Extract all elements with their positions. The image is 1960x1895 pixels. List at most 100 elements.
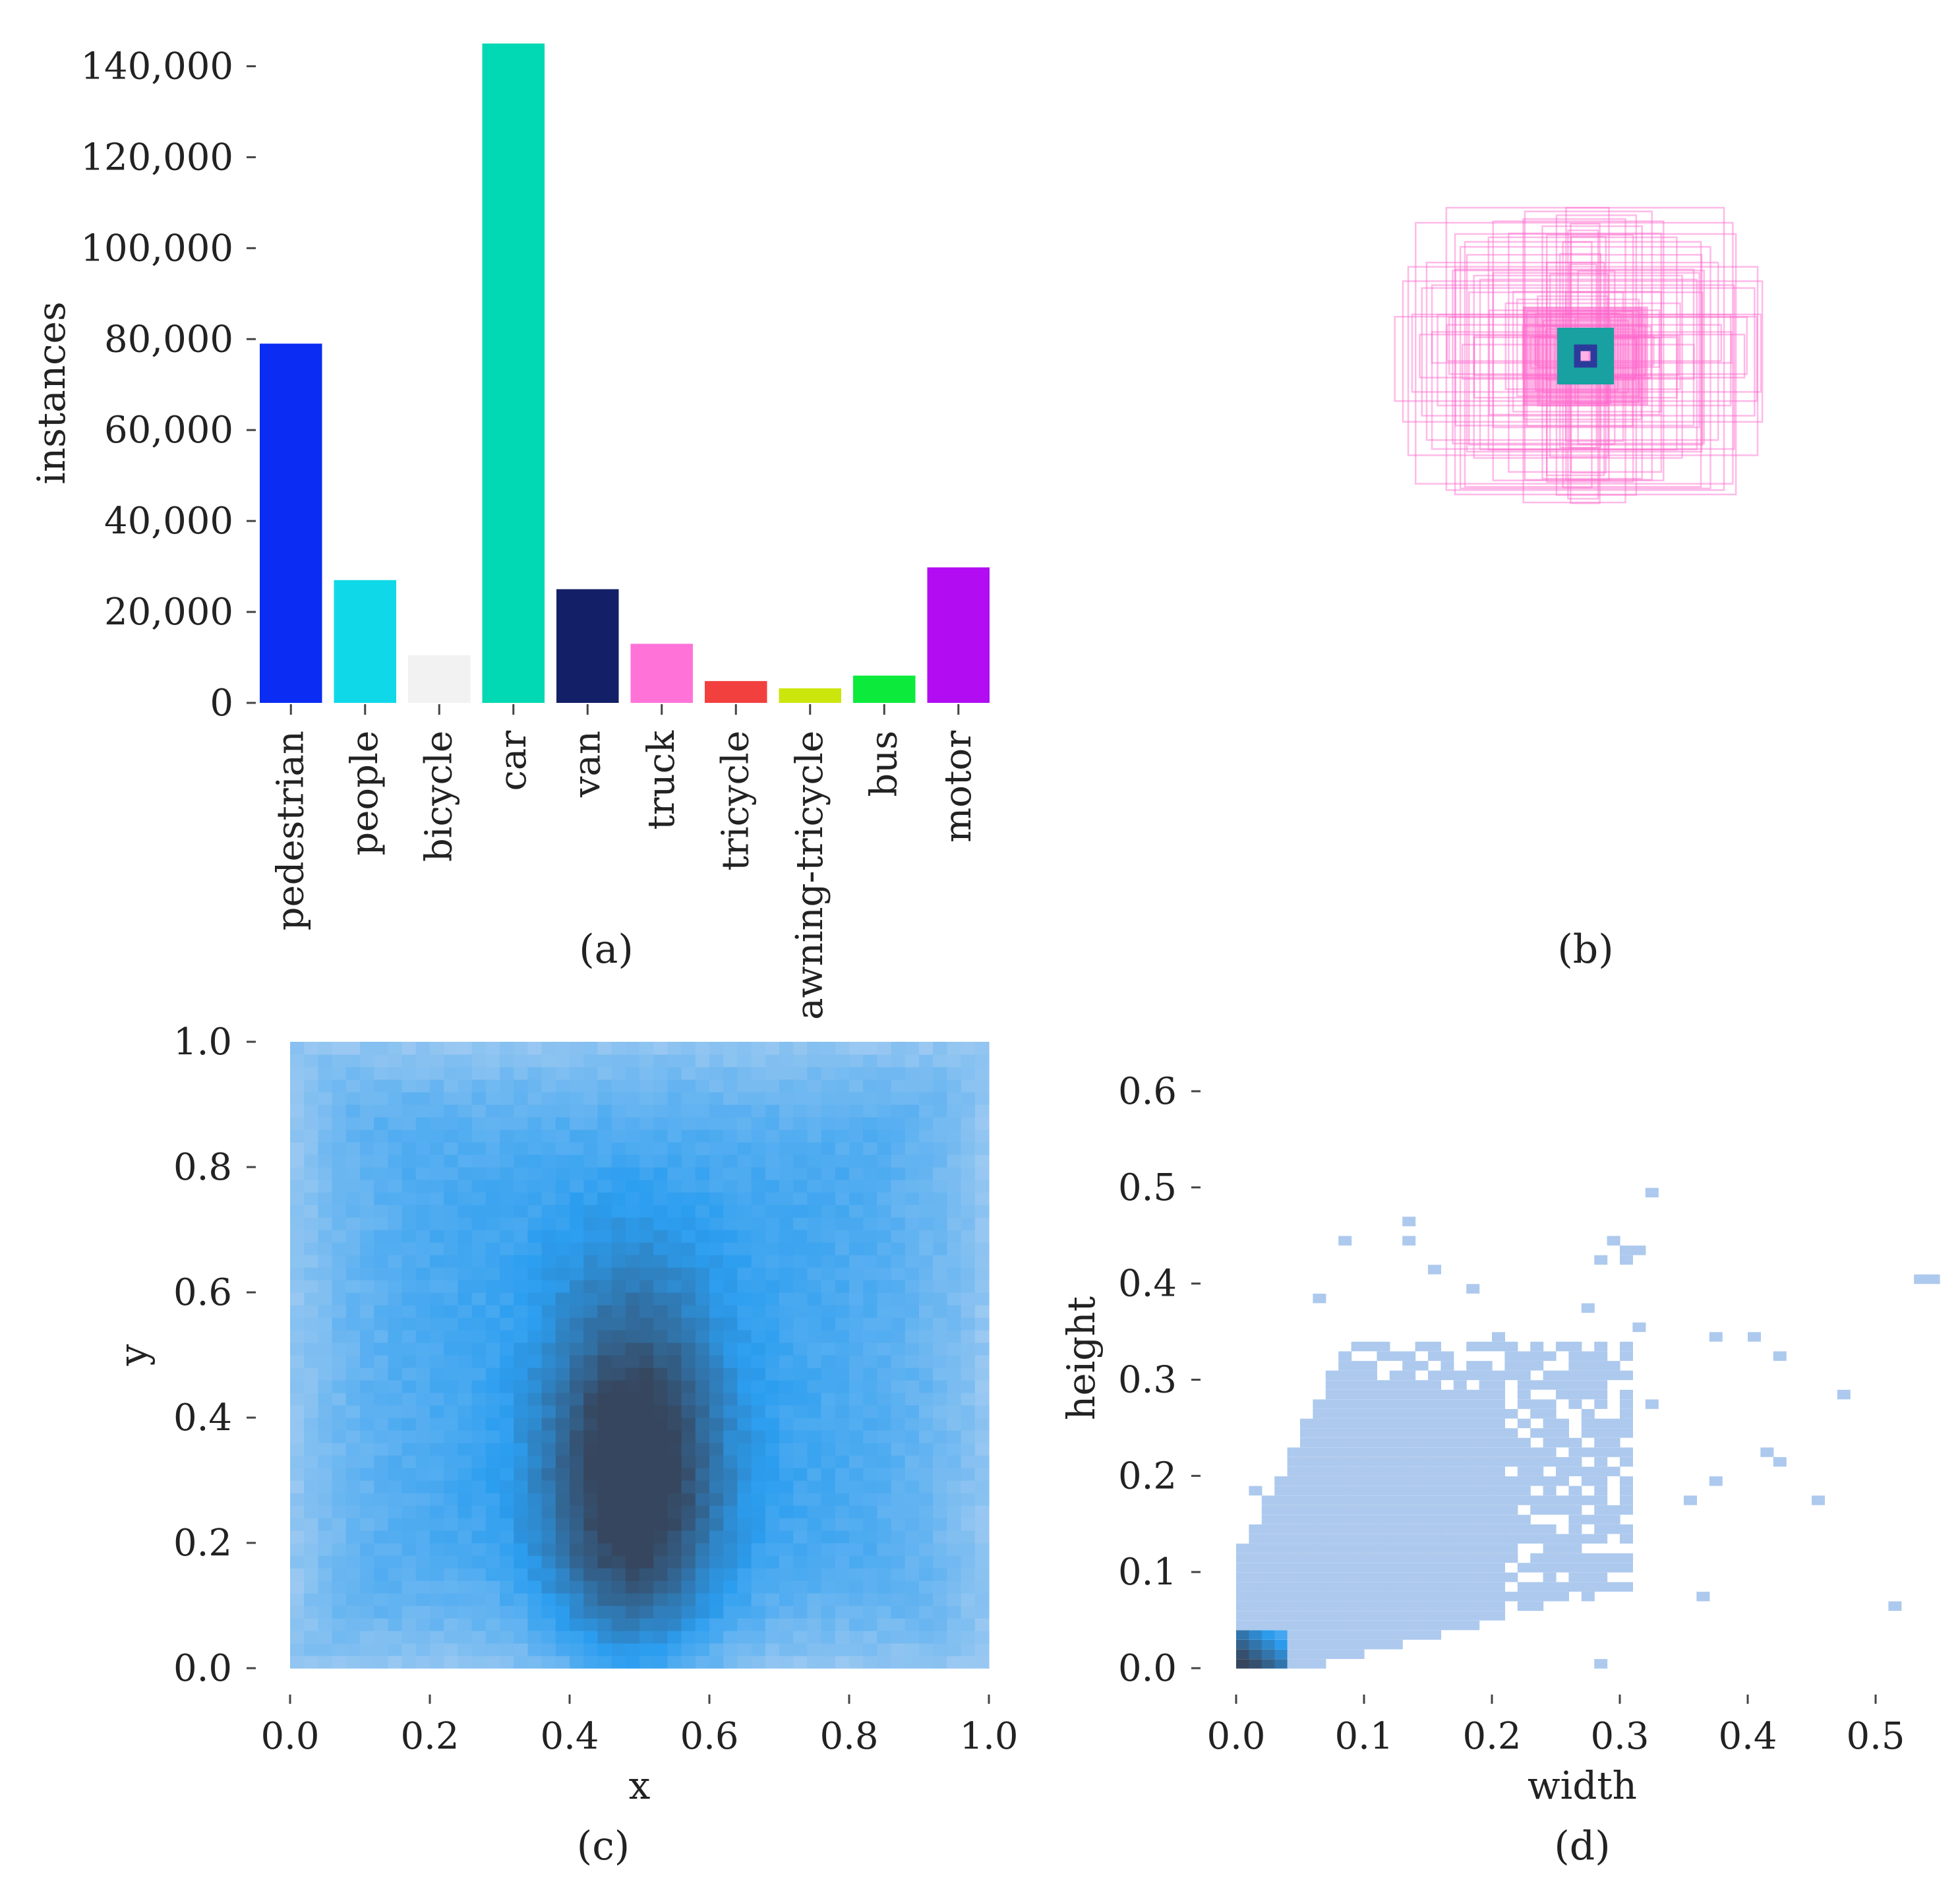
heatmap-cell	[1415, 1380, 1429, 1390]
heatmap-cell	[318, 1255, 333, 1268]
heatmap-cell	[751, 1606, 766, 1619]
heatmap-cell	[863, 1342, 877, 1356]
heatmap-cell	[961, 1267, 976, 1280]
heatmap-cell	[751, 1580, 766, 1594]
heatmap-cell	[1440, 1418, 1454, 1429]
heatmap-cell	[947, 1430, 962, 1443]
heatmap-cell	[1325, 1495, 1339, 1505]
heatmap-cell	[877, 1042, 892, 1055]
heatmap-cell	[737, 1180, 752, 1193]
heatmap-cell	[290, 1117, 305, 1130]
heatmap-cell	[611, 1217, 626, 1230]
heatmap-cell	[807, 1342, 822, 1356]
heatmap-cell	[667, 1230, 682, 1243]
heatmap-cell	[1504, 1408, 1518, 1419]
heatmap-cell	[1556, 1457, 1569, 1467]
heatmap-cell	[639, 1255, 654, 1268]
heatmap-cell	[360, 1205, 374, 1218]
heatmap-cell	[318, 1129, 333, 1143]
heatmap-cell	[1479, 1611, 1493, 1621]
heatmap-cell	[835, 1656, 850, 1669]
heatmap-cell	[1440, 1351, 1454, 1361]
heatmap-cell	[555, 1555, 570, 1569]
heatmap-cell	[695, 1393, 710, 1406]
heatmap-cell	[430, 1330, 444, 1343]
heatmap-cell	[401, 1580, 417, 1594]
heatmap-cell	[681, 1493, 696, 1506]
heatmap-cell	[500, 1042, 514, 1055]
heatmap-cell	[695, 1054, 710, 1068]
heatmap-cell	[1325, 1572, 1339, 1582]
heatmap-cell	[723, 1368, 738, 1381]
heatmap-cell	[1556, 1505, 1569, 1515]
heatmap-cell	[1453, 1553, 1467, 1563]
heatmap-cell	[974, 1455, 990, 1468]
heatmap-cell	[737, 1606, 752, 1619]
heatmap-cell	[821, 1393, 836, 1406]
bounding-box-outline	[1454, 268, 1695, 427]
heatmap-cell	[695, 1155, 710, 1168]
heatmap-cell	[723, 1280, 738, 1293]
heatmap-cell	[1543, 1534, 1557, 1544]
heatmap-cell	[863, 1468, 877, 1481]
heatmap-cell	[709, 1092, 724, 1105]
heatmap-cell	[1428, 1476, 1441, 1486]
heatmap-cell	[318, 1280, 333, 1293]
heatmap-cell	[527, 1643, 543, 1656]
heatmap-cell	[877, 1330, 892, 1343]
heatmap-cell	[1389, 1544, 1403, 1553]
heatmap-cell	[807, 1104, 822, 1118]
heatmap-cell	[485, 1468, 500, 1481]
heatmap-cell	[1300, 1457, 1313, 1467]
heatmap-cell	[541, 1580, 556, 1594]
heatmap-cell	[1428, 1399, 1441, 1409]
heatmap-cell	[1274, 1592, 1288, 1602]
heatmap-cell	[1594, 1534, 1608, 1544]
heatmap-cell	[290, 1280, 305, 1293]
heatmap-cell	[877, 1355, 892, 1368]
x-tick-label: 0.0	[260, 1715, 319, 1758]
heatmap-cell	[779, 1368, 794, 1381]
heatmap-cell	[653, 1568, 668, 1581]
heatmap-cell	[570, 1618, 584, 1631]
heatmap-cell	[877, 1230, 892, 1243]
heatmap-cell	[793, 1405, 808, 1418]
heatmap-cell	[1607, 1428, 1620, 1438]
heatmap-cell	[611, 1631, 626, 1644]
heatmap-cell	[1543, 1351, 1557, 1361]
heatmap-cell	[891, 1568, 906, 1581]
heatmap-cell	[1440, 1495, 1454, 1505]
heatmap-cell	[1428, 1466, 1441, 1476]
heatmap-cell	[751, 1230, 766, 1243]
heatmap-cell	[765, 1092, 780, 1105]
heatmap-cell	[514, 1618, 528, 1631]
heatmap-cell	[905, 1405, 920, 1418]
heatmap-cell	[583, 1305, 598, 1318]
heatmap-cell	[1377, 1380, 1390, 1390]
heatmap-cell	[1504, 1495, 1518, 1505]
heatmap-cell	[1428, 1351, 1441, 1361]
x-tick-label: 0.6	[680, 1715, 738, 1758]
heatmap-cell	[849, 1129, 864, 1143]
heatmap-cell	[737, 1255, 752, 1268]
heatmap-cell	[1389, 1351, 1403, 1361]
heatmap-cell	[933, 1480, 947, 1493]
heatmap-cell	[793, 1217, 808, 1230]
heatmap-cell	[849, 1443, 864, 1456]
heatmap-cell	[430, 1230, 444, 1243]
heatmap-cell	[345, 1443, 361, 1456]
heatmap-cell	[415, 1292, 431, 1306]
heatmap-cell	[611, 1117, 626, 1130]
heatmap-cell	[290, 1643, 305, 1656]
heatmap-cell	[1377, 1572, 1390, 1582]
heatmap-cell	[1568, 1457, 1582, 1467]
heatmap-cell	[723, 1067, 738, 1080]
heatmap-cell	[541, 1129, 556, 1143]
heatmap-cell	[555, 1606, 570, 1619]
heatmap-cell	[695, 1443, 710, 1456]
heatmap-cell	[933, 1505, 947, 1519]
heatmap-cell	[639, 1355, 654, 1368]
heatmap-cell	[583, 1255, 598, 1268]
heatmap-cell	[1607, 1418, 1620, 1429]
heatmap-cell	[835, 1405, 850, 1418]
